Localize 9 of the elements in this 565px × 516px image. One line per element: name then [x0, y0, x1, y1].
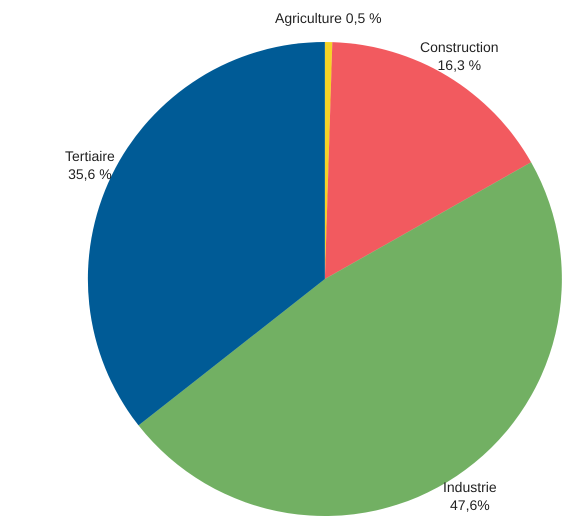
slice-label: Agriculture 0,5 %	[275, 10, 382, 26]
pie-slice	[324, 42, 532, 279]
pie-slice	[138, 162, 562, 516]
slice-label: Industrie	[443, 479, 497, 495]
slice-label: Tertiaire	[65, 148, 116, 164]
data-label: 16,3 %	[438, 57, 482, 74]
slice-label: Construction	[420, 39, 499, 55]
data-label: 35,6 %	[68, 166, 112, 182]
data-label: 47,6%	[450, 497, 490, 514]
